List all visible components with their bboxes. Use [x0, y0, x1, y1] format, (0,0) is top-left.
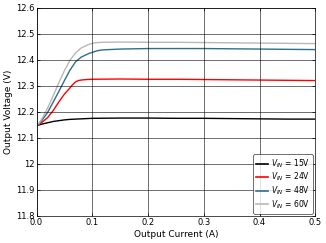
- X-axis label: Output Current (A): Output Current (A): [134, 230, 218, 239]
- Legend: $V_{IN}$ = 15V, $V_{IN}$ = 24V, $V_{IN}$ = 48V, $V_{IN}$ = 60V: $V_{IN}$ = 15V, $V_{IN}$ = 24V, $V_{IN}$…: [253, 154, 313, 214]
- Y-axis label: Output Voltage (V): Output Voltage (V): [4, 70, 13, 154]
